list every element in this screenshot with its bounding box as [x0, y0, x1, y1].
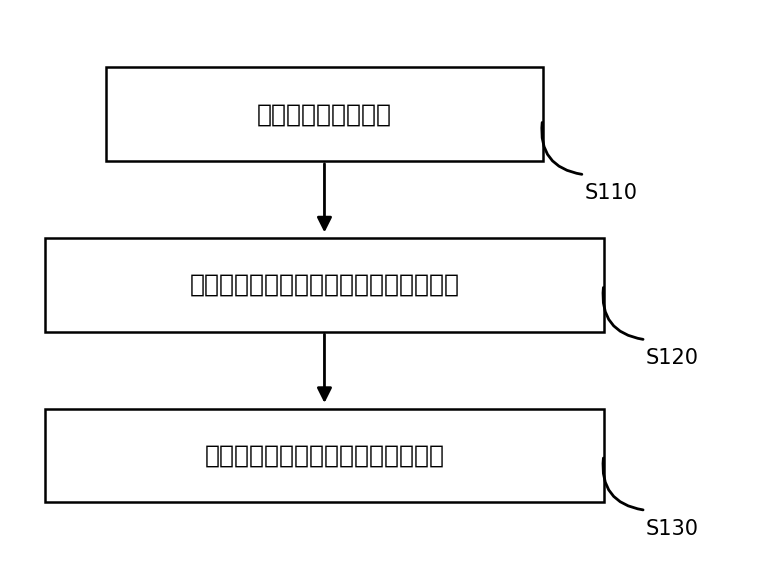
Text: S130: S130	[646, 518, 699, 539]
Bar	[45, 238, 604, 332]
Text: 重构第一反射系数体获取第二反射系数体: 重构第一反射系数体获取第二反射系数体	[189, 273, 460, 297]
Text: S120: S120	[646, 348, 699, 368]
Text: S110: S110	[584, 183, 637, 203]
Text: 计算第一反射系数体: 计算第一反射系数体	[257, 102, 392, 126]
Text: 根据第二反射系数体重构地震数据体: 根据第二反射系数体重构地震数据体	[204, 443, 445, 468]
Bar	[45, 408, 604, 502]
Bar	[107, 68, 542, 161]
